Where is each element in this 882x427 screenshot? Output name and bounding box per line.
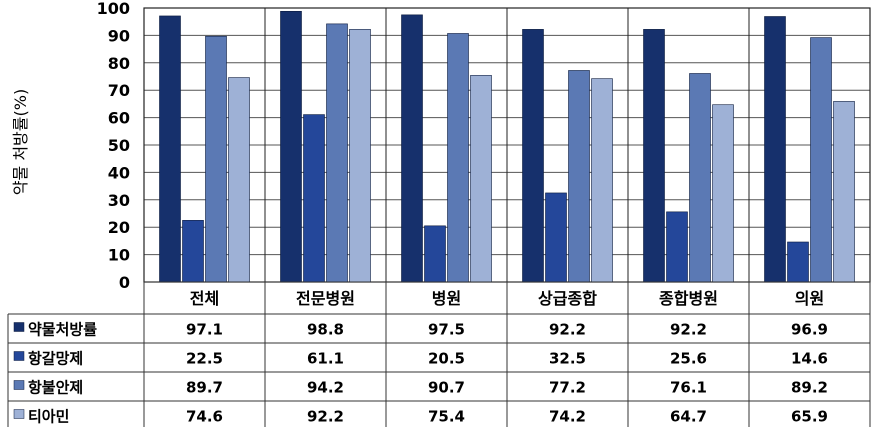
bar [280, 10, 302, 283]
legend-swatch [13, 322, 25, 332]
bar [349, 29, 371, 283]
bar [643, 29, 665, 283]
y-tick-label: 10 [108, 246, 130, 265]
data-label: 97.1 [186, 321, 223, 339]
y-tick-label: 50 [108, 136, 130, 155]
y-axis-ticks: 0 10 20 30 40 50 60 70 80 90 100 [97, 0, 130, 292]
bar [447, 33, 469, 283]
y-tick-label: 30 [108, 191, 130, 210]
bar [182, 220, 204, 283]
x-tick-label: 종합병원 [659, 289, 718, 308]
data-label: 89.7 [186, 379, 223, 397]
y-tick-label: 90 [108, 26, 130, 45]
y-tick-label: 40 [108, 163, 130, 182]
data-label: 76.1 [670, 379, 707, 397]
x-tick-label: 전체 [190, 289, 219, 308]
bar [764, 16, 786, 283]
data-label: 97.5 [428, 321, 465, 339]
bar [424, 225, 446, 283]
y-tick-label: 20 [108, 218, 130, 237]
bar [205, 35, 227, 283]
data-label: 22.5 [186, 350, 223, 368]
data-label: 98.8 [307, 321, 344, 339]
bars [159, 10, 855, 283]
y-tick-label: 100 [97, 0, 130, 18]
data-label: 92.2 [670, 321, 707, 339]
data-label: 92.2 [549, 321, 586, 339]
x-tick-label: 병원 [432, 289, 461, 308]
legend-swatch [13, 380, 25, 390]
bar [712, 104, 734, 283]
legend-label: 티아민 [28, 408, 69, 426]
bar [689, 73, 711, 283]
data-label: 65.9 [791, 408, 828, 426]
data-label: 74.2 [549, 408, 586, 426]
data-label: 94.2 [307, 379, 344, 397]
bar [303, 114, 325, 283]
bar [787, 241, 809, 283]
grid-lines [143, 7, 871, 283]
data-label: 25.6 [670, 350, 707, 368]
data-label: 61.1 [307, 350, 344, 368]
y-tick-label: 60 [108, 109, 130, 128]
bar [810, 37, 832, 283]
bar [666, 211, 688, 283]
data-label: 14.6 [791, 350, 828, 368]
bar [326, 23, 348, 283]
x-tick-label: 전문병원 [296, 289, 355, 308]
data-label: 77.2 [549, 379, 586, 397]
bar [568, 70, 590, 283]
data-label: 89.2 [791, 379, 828, 397]
legend-label: 항불안제 [28, 379, 83, 397]
y-tick-label: 80 [108, 54, 130, 73]
legend-swatch [13, 351, 25, 361]
y-tick-label: 0 [119, 273, 130, 292]
bar [470, 75, 492, 283]
bar [401, 14, 423, 283]
bar [228, 77, 250, 283]
data-label: 74.6 [186, 408, 223, 426]
data-label: 96.9 [791, 321, 828, 339]
y-tick-label: 70 [108, 81, 130, 100]
legend-label: 항갈망제 [28, 350, 83, 368]
data-label: 20.5 [428, 350, 465, 368]
data-label: 90.7 [428, 379, 465, 397]
bar [159, 15, 181, 283]
bar [545, 192, 567, 283]
bar [833, 101, 855, 283]
data-label: 64.7 [670, 408, 707, 426]
legend-swatch [13, 409, 25, 419]
data-label: 32.5 [549, 350, 586, 368]
data-label: 92.2 [307, 408, 344, 426]
x-tick-label: 상급종합 [538, 289, 597, 308]
bar [591, 78, 613, 283]
x-tick-label: 의원 [795, 289, 824, 308]
y-axis-label: 약물 처방률(%) [11, 89, 30, 195]
bar [522, 29, 544, 283]
data-label: 75.4 [428, 408, 465, 426]
legend-label: 약물처방률 [28, 321, 97, 339]
